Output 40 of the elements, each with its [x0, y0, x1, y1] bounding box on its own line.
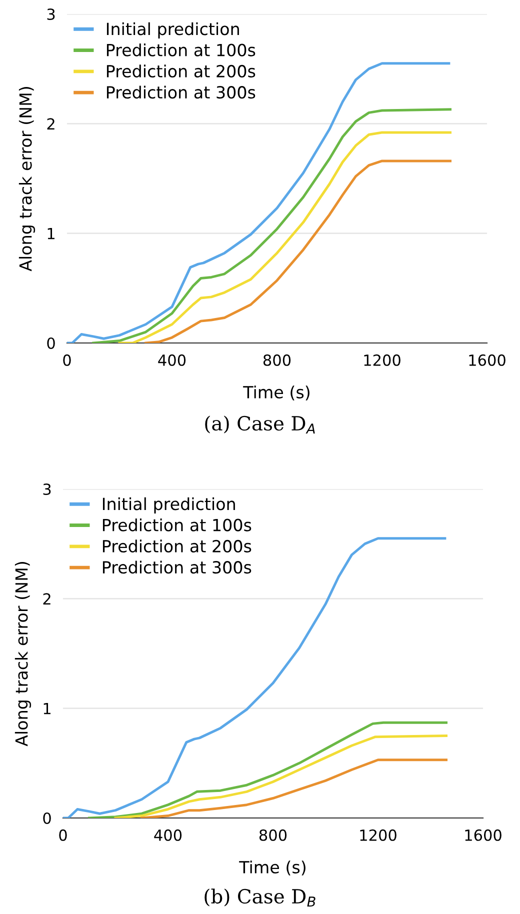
y-tick-label: 1	[48, 228, 54, 240]
y-tick-label: 2	[47, 118, 54, 130]
legend-label: Initial prediction	[102, 497, 235, 514]
y-tick-label: 1	[44, 703, 50, 714]
line-series	[63, 537, 446, 818]
line-series	[92, 108, 452, 343]
x-axis-title: Time (s)	[243, 386, 310, 400]
x-tick-label: 1200	[364, 354, 400, 366]
line-series	[67, 62, 450, 343]
y-tick-label: 0	[47, 337, 55, 350]
x-tick-label: 1600	[465, 829, 502, 841]
x-tick-label: 0	[59, 829, 67, 841]
y-tick-label: 3	[43, 483, 51, 496]
legend-label: Prediction at 300s	[102, 560, 252, 574]
x-tick-label: 1200	[360, 829, 396, 841]
legend-label: Prediction at 200s	[106, 64, 256, 78]
line-series	[114, 734, 448, 818]
line-series	[88, 721, 448, 818]
line-series	[140, 758, 448, 818]
legend-label: Prediction at 200s	[102, 540, 252, 552]
y-axis-title: Along track error (NM)	[14, 562, 32, 746]
x-axis-title: Time (s)	[239, 860, 306, 876]
y-tick-label: 0	[43, 812, 51, 824]
x-tick-label: 800	[259, 829, 287, 841]
legend-label: Initial prediction	[106, 22, 239, 38]
y-tick-label: 3	[47, 8, 55, 20]
text: (b) Case D$_{B}$	[204, 888, 316, 907]
x-tick-label: 400	[154, 829, 182, 841]
text: (a) Case D$_{A}$	[205, 416, 315, 434]
line-series	[118, 131, 452, 343]
legend-label: Prediction at 100s	[106, 43, 256, 56]
x-tick-label: 800	[263, 354, 291, 366]
y-axis-title: Along track error (NM)	[18, 86, 36, 272]
x-tick-label: 1600	[469, 354, 506, 366]
legend-label: Prediction at 300s	[106, 86, 256, 99]
y-tick-label: 2	[43, 593, 50, 604]
x-tick-label: 0	[63, 354, 71, 366]
x-tick-label: 400	[158, 354, 186, 366]
line-series	[144, 160, 452, 343]
legend-label: Prediction at 100s	[102, 518, 252, 532]
